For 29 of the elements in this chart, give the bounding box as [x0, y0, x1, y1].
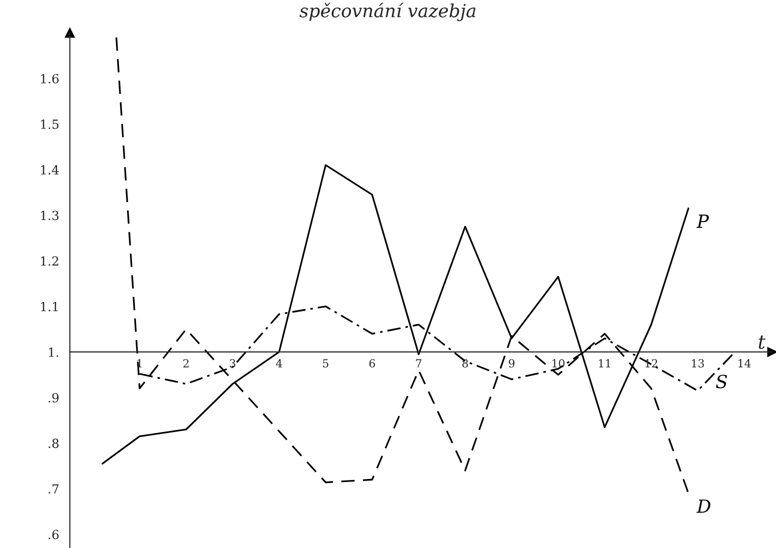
y-tick-label: .6	[48, 530, 59, 540]
y-tick-label: .8	[48, 438, 59, 448]
y-tick-label: .7	[48, 484, 59, 494]
x-tick-label: 13	[692, 359, 704, 368]
y-tick-label: 1.2	[41, 256, 58, 266]
x-tick-label: 11	[598, 359, 610, 368]
y-tick-label: 1.6	[41, 74, 59, 84]
x-tick-label: 7	[416, 359, 422, 368]
x-tick-label: 8	[462, 359, 468, 368]
x-tick-label: 3	[230, 359, 236, 368]
y-tick-label: 1.3	[41, 210, 58, 220]
series-label: S	[716, 374, 728, 388]
x-tick-label: 4	[276, 359, 282, 368]
x-axis-title: t	[758, 336, 766, 350]
chart-title: spěcovnání vazebja	[300, 2, 476, 22]
y-tick-label: 1.	[49, 347, 58, 357]
series-label: P	[696, 214, 709, 228]
x-tick-label: 9	[508, 359, 514, 368]
y-tick-label: 1.5	[41, 120, 58, 129]
x-tick-label: 6	[369, 359, 375, 368]
x-tick-label: 12	[645, 359, 658, 368]
x-tick-label: 10	[552, 359, 565, 368]
y-tick-label: 1.1	[41, 302, 58, 312]
x-tick-label: 2	[183, 359, 189, 368]
series-label: D	[696, 500, 710, 513]
y-tick-label: 1.4	[41, 165, 59, 175]
x-tick-label: 14	[738, 359, 751, 368]
x-tick-label: 5	[323, 359, 328, 368]
y-tick-label: .9	[48, 393, 59, 402]
